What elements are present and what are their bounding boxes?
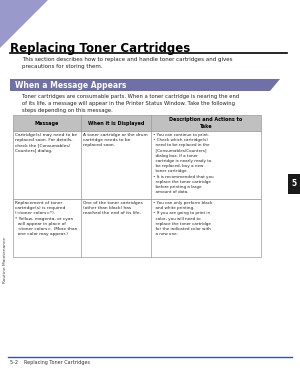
- Text: One of the toner cartridges
(other than black) has
reached the end of its life.: One of the toner cartridges (other than …: [83, 201, 143, 215]
- Text: 5-2    Replacing Toner Cartridges: 5-2 Replacing Toner Cartridges: [10, 360, 90, 365]
- Text: Routine Maintenance: Routine Maintenance: [3, 237, 7, 283]
- Text: • You can only perform black
  and white printing.
• If you are going to print i: • You can only perform black and white p…: [153, 201, 212, 236]
- Text: Message: Message: [35, 120, 59, 125]
- Bar: [13, 199, 261, 257]
- Text: Replacing Toner Cartridges: Replacing Toner Cartridges: [10, 42, 190, 55]
- Text: When it is Displayed: When it is Displayed: [88, 120, 144, 125]
- Bar: [288, 174, 300, 194]
- Bar: [13, 131, 261, 199]
- Polygon shape: [0, 0, 48, 48]
- Polygon shape: [270, 79, 280, 91]
- Text: • You can continue to print.
• Check which cartridge(s)
  need to be replaced in: • You can continue to print. • Check whi…: [153, 133, 214, 194]
- Text: A toner cartridge or the drum
cartridge needs to be
replaced soon.: A toner cartridge or the drum cartridge …: [83, 133, 148, 147]
- Text: Description and Actions to
Take: Description and Actions to Take: [169, 117, 243, 129]
- Bar: [13, 115, 261, 131]
- Text: Toner cartridges are consumable parts. When a toner cartridge is nearing the end: Toner cartridges are consumable parts. W…: [22, 94, 239, 113]
- Bar: [10, 79, 270, 91]
- Text: 5: 5: [291, 179, 297, 188]
- Text: Cartridge(s) may need to be
replaced soon. For details,
check the [Consumables/
: Cartridge(s) may need to be replaced soo…: [15, 133, 77, 152]
- Text: This section describes how to replace and handle toner cartridges and gives
prec: This section describes how to replace an…: [22, 57, 233, 69]
- Text: When a Message Appears: When a Message Appears: [15, 81, 126, 90]
- Text: Replacement of toner
cartridge(s) is required
(<toner colors>*).
* Yellow, magen: Replacement of toner cartridge(s) is req…: [15, 201, 77, 236]
